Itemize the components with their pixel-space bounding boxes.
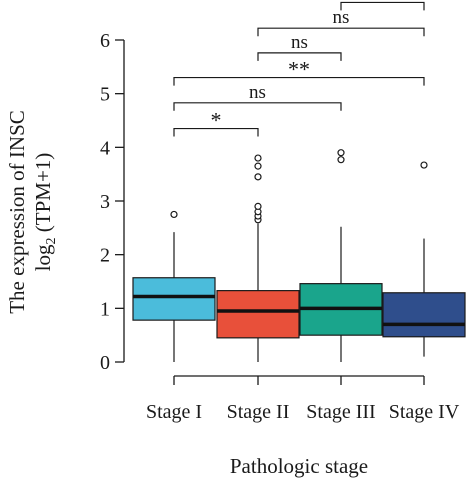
significance-label: ns xyxy=(374,0,391,2)
significance-label: ** xyxy=(288,57,310,82)
outlier-point xyxy=(420,161,428,169)
box-body xyxy=(132,277,216,321)
box-body xyxy=(216,290,300,339)
x-axis: Stage I Stage II Stage III Stage IV xyxy=(146,375,460,423)
outlier-point xyxy=(337,149,345,157)
y-axis-title-line2: log2 (TPM+1) xyxy=(31,153,59,272)
x-tick-label: Stage I xyxy=(146,401,202,423)
bracket-line xyxy=(257,27,425,37)
y-axis-title-log: log xyxy=(31,244,55,271)
significance-bracket: ns xyxy=(257,32,342,61)
bracket-line xyxy=(340,1,425,11)
significance-label: * xyxy=(211,108,222,133)
y-tick-label: 0 xyxy=(100,352,110,374)
outlier-point xyxy=(254,202,262,210)
box-stage-iii xyxy=(299,149,383,362)
significance-label: ns xyxy=(291,32,308,53)
bracket-line xyxy=(173,127,259,137)
box-stage-i xyxy=(132,210,216,362)
box-stage-iv xyxy=(382,161,466,357)
x-tick-label: Stage II xyxy=(227,401,290,423)
outlier-point xyxy=(254,162,262,170)
y-tick-label: 6 xyxy=(100,30,110,52)
outlier-point xyxy=(170,210,178,219)
x-tick-label: Stage IV xyxy=(389,401,460,423)
x-tick-label: Stage III xyxy=(306,401,375,423)
outlier-point xyxy=(254,154,262,162)
box-stage-ii xyxy=(216,154,300,362)
box-series xyxy=(132,149,466,362)
outlier-point xyxy=(337,156,345,164)
y-tick-label: 4 xyxy=(100,137,110,159)
bracket-line xyxy=(173,76,425,86)
y-axis-title-subscript: 2 xyxy=(44,237,59,244)
significance-brackets: * ns ** ns ns ns xyxy=(173,0,425,137)
significance-bracket: ns xyxy=(340,0,425,11)
significance-label: ns xyxy=(333,7,350,28)
significance-label: ns xyxy=(249,82,266,103)
bracket-line xyxy=(257,52,342,61)
y-tick-label: 2 xyxy=(100,245,110,267)
significance-bracket: * xyxy=(173,108,259,137)
y-axis: 0 1 2 3 4 5 6 xyxy=(100,30,125,374)
significance-bracket: ** xyxy=(173,57,425,86)
significance-bracket: ns xyxy=(173,82,342,111)
y-axis-title-unit: (TPM+1) xyxy=(31,153,55,238)
bracket-line xyxy=(173,102,342,111)
y-tick-label: 5 xyxy=(100,84,110,106)
outlier-point xyxy=(254,173,262,181)
y-axis-title-line1: The expression of INSC xyxy=(5,110,29,314)
x-axis-title: Pathologic stage xyxy=(230,454,368,478)
box-body xyxy=(382,292,466,338)
significance-bracket: ns xyxy=(257,7,425,37)
y-tick-label: 3 xyxy=(100,191,110,213)
y-tick-label: 1 xyxy=(100,298,110,320)
